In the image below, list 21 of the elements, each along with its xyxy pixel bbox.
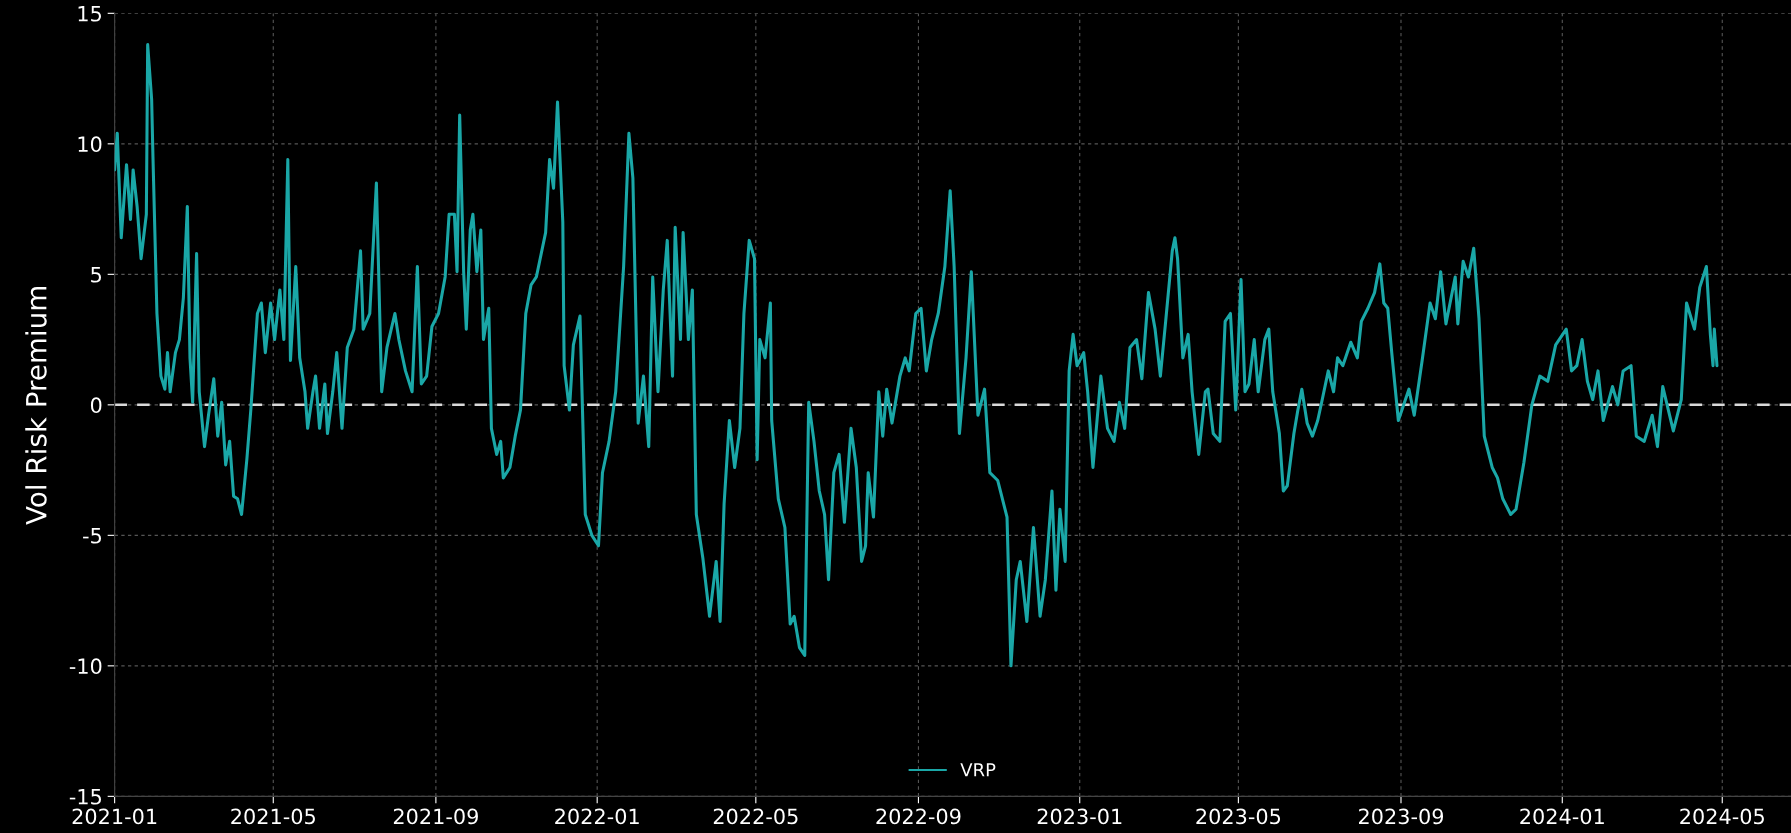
y-tick-label: 15 [78,6,101,22]
x-tick-label: 2022-09 [876,808,961,825]
x-tick-label: 2023-05 [1196,808,1281,825]
x-tick-label: 2021-01 [72,808,157,825]
y-tick-label: 10 [78,136,102,153]
x-tick-label: 2023-09 [1358,808,1444,825]
y-tick-label: -15 [69,789,101,805]
x-tick-label: 2022-01 [555,808,639,825]
x-tick-label: 2024-01 [1520,808,1604,825]
legend-label: VRP [960,763,996,777]
x-tick-label: 2022-05 [713,808,798,825]
line-series [114,43,1719,668]
x-tick-label: 2021-09 [393,808,478,825]
y-tick-label: -10 [69,658,102,675]
y-tick-label: 5 [91,267,101,283]
y-axis-title: Vol Risk Premium [25,287,47,525]
x-tick-label: 2024-05 [1680,808,1764,825]
x-tick-label: 2023-01 [1037,808,1122,825]
y-tick-label: 0 [90,397,102,414]
x-tick-label: 2021-05 [231,808,315,825]
y-tick-label: -5 [83,528,101,544]
